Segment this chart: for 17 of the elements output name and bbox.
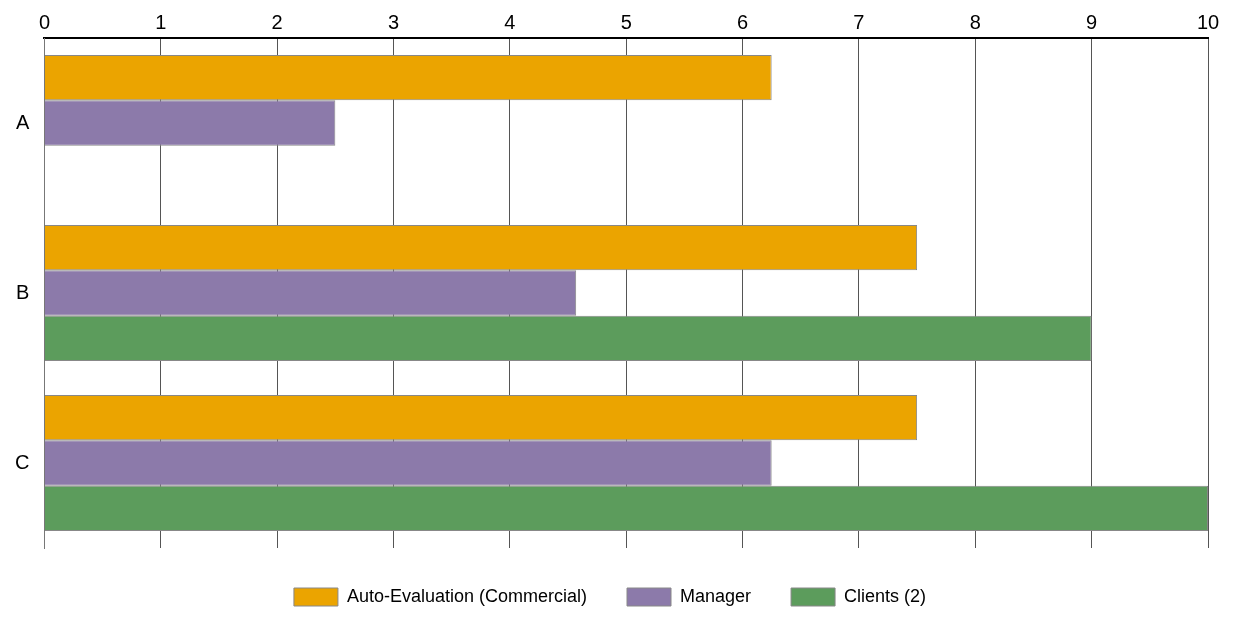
y-tick-label: A [16, 110, 31, 133]
x-tick-label: 8 [969, 10, 981, 33]
x-tick-label: 2 [271, 10, 283, 33]
x-tick-label: 0 [38, 10, 51, 33]
x-tick-label: 7 [853, 10, 865, 33]
x-tick-label: 4 [504, 10, 516, 33]
x-tick-label: 9 [1086, 10, 1098, 33]
y-tick-label: C [14, 450, 30, 473]
legend-label: Clients (2) [844, 585, 927, 606]
x-tick-label: 6 [737, 10, 749, 33]
x-tick-label: 1 [155, 10, 167, 33]
legend-label: Auto-Evaluation (Commercial) [346, 585, 588, 606]
y-tick-label: B [16, 280, 30, 303]
legend-label: Manager [680, 585, 752, 606]
x-tick-label: 3 [387, 10, 400, 33]
x-tick-label: 5 [620, 10, 632, 33]
x-tick-label: 10 [1196, 10, 1220, 33]
